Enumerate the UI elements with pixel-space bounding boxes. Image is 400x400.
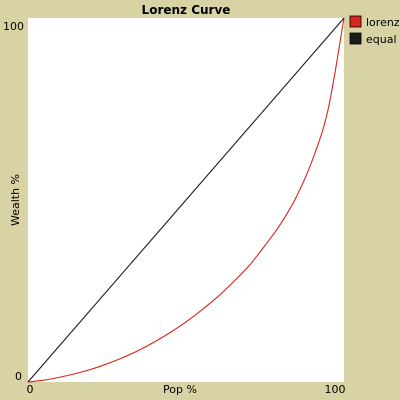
legend-label-lorenz: lorenz bbox=[366, 16, 400, 29]
legend-swatch-lorenz bbox=[349, 15, 362, 28]
x-tick-label-max: 100 bbox=[325, 383, 346, 396]
y-axis-label: Wealth % bbox=[9, 174, 22, 226]
legend: lorenz equal bbox=[349, 15, 400, 46]
series-line-lorenz bbox=[27, 17, 345, 383]
y-tick-label-max: 100 bbox=[3, 20, 24, 33]
series-line-equal bbox=[27, 17, 345, 383]
x-axis-label: Pop % bbox=[163, 383, 197, 396]
chart-title: Lorenz Curve bbox=[142, 3, 231, 17]
legend-swatch-equal bbox=[349, 32, 362, 45]
series-layer bbox=[27, 17, 345, 383]
y-tick-label-min: 0 bbox=[15, 370, 22, 383]
x-tick-label-min: 0 bbox=[27, 383, 34, 396]
legend-label-equal: equal bbox=[366, 33, 397, 46]
